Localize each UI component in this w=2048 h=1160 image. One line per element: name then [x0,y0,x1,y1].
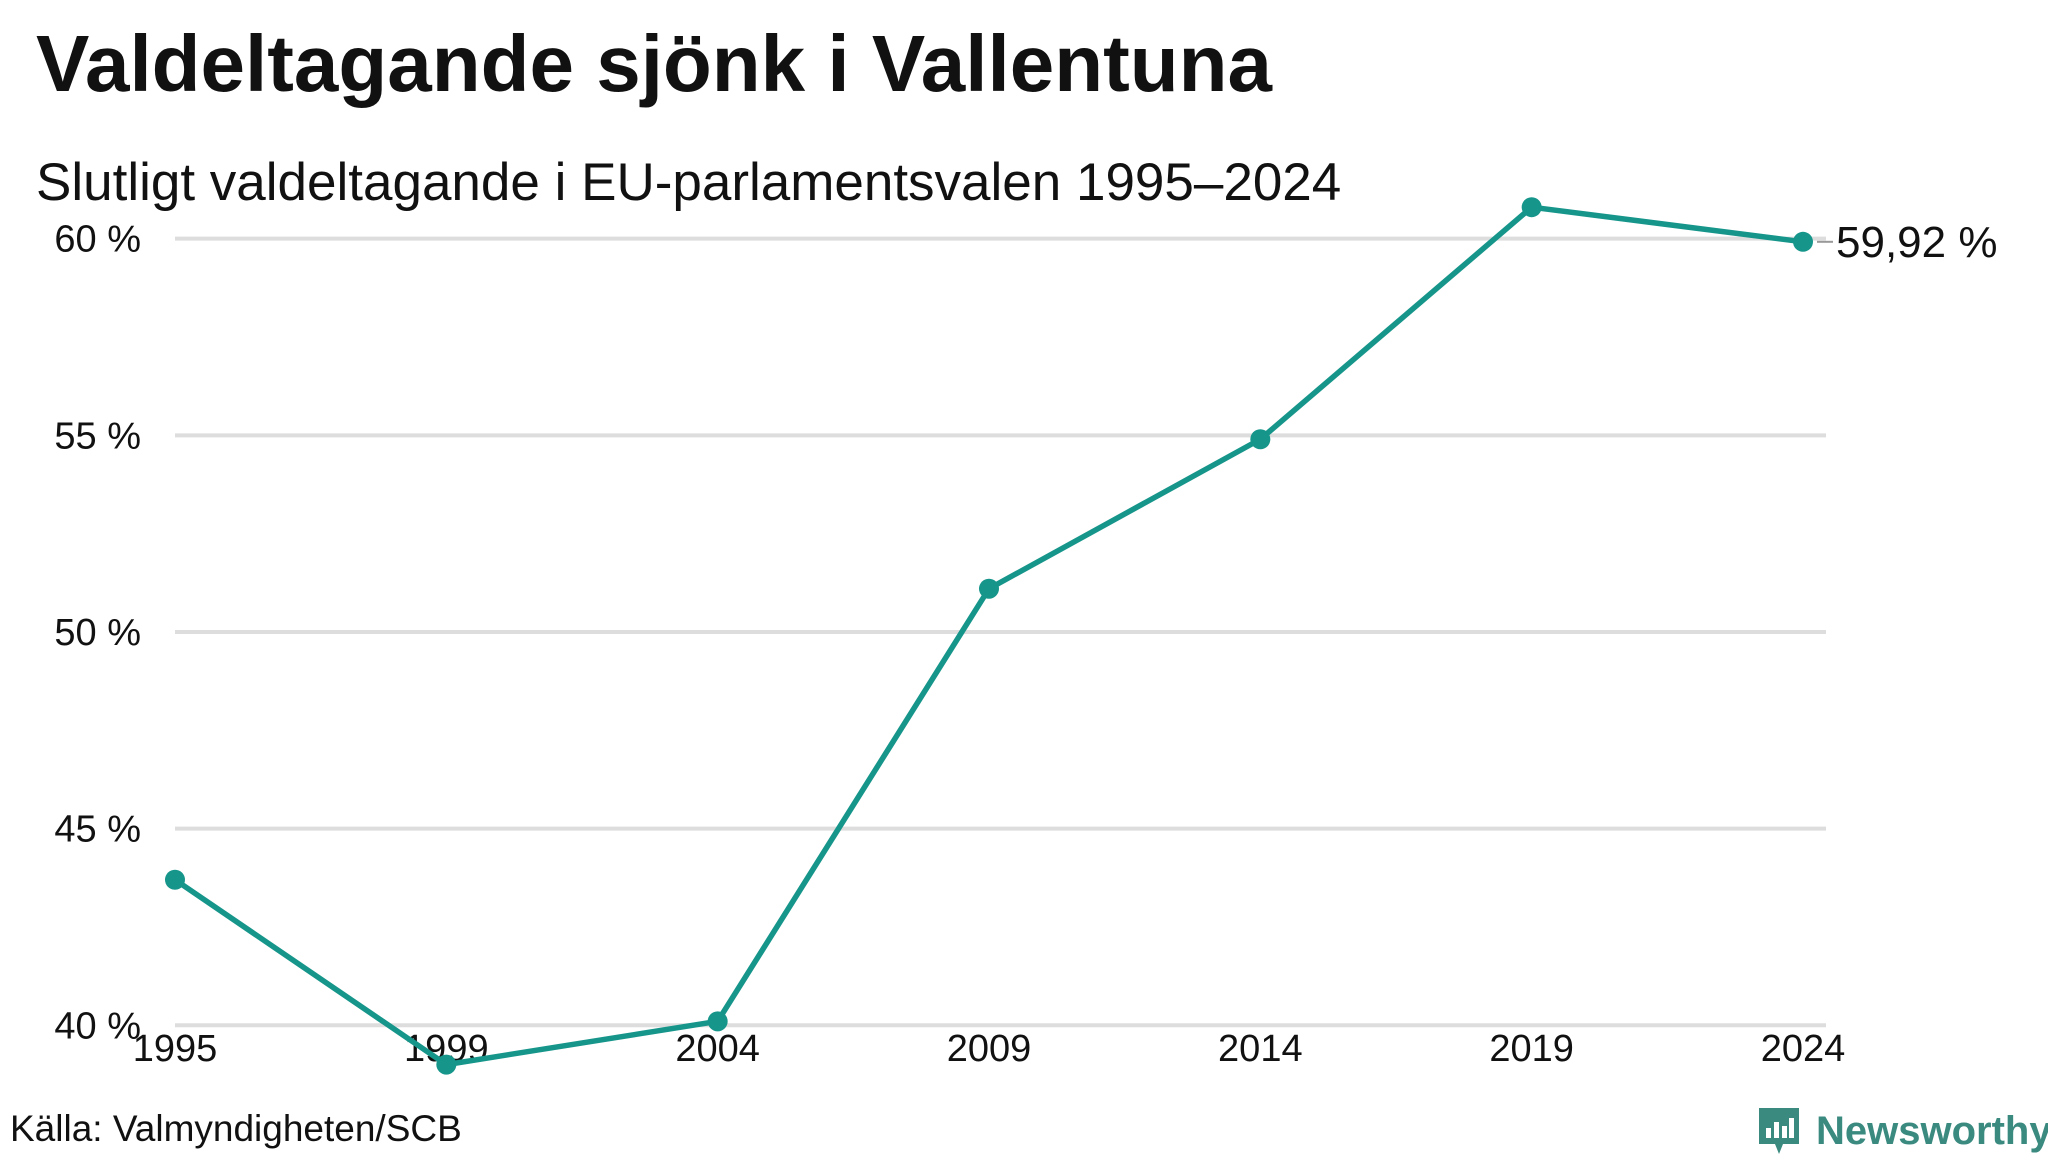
data-point-1999 [436,1054,457,1075]
end-value-label: 59,92 % [1836,218,1997,267]
data-point-1995 [165,869,185,890]
y-tick-label: 60 % [54,219,141,261]
y-tick-label: 45 % [54,809,141,851]
x-tick-label: 2024 [1761,1028,1846,1070]
x-tick-label: 2019 [1489,1028,1574,1070]
series-line [172,204,1806,1068]
data-point-2004 [707,1011,728,1032]
x-tick-label: 2014 [1218,1028,1303,1070]
end-label-layer: 59,92 % [1817,218,1997,267]
data-point-2009 [979,578,999,599]
series-layer [165,197,1813,1075]
data-point-2024 [1793,231,1813,252]
x-tick-label: 1995 [133,1028,218,1070]
data-point-2019 [1521,197,1542,218]
grid-lines [175,236,1826,1028]
newsworthy-logo: Newsworthy [1756,1102,2048,1160]
y-axis-ticks: 40 % 45 % 50 % 55 % 60 % [54,219,141,1048]
x-tick-label: 2004 [675,1028,760,1070]
chart-title: Valdeltagande sjönk i Vallentuna [36,19,1272,108]
data-point-2014 [1250,429,1271,450]
line-chart: 40 %45 %50 %55 %60 % 1995 1999 2004 2009 201… [54,197,1997,1075]
x-tick-label: 2009 [947,1028,1032,1070]
brand-name: Newsworthy [1816,1108,2048,1153]
y-tick-label: 50 % [54,612,141,654]
y-tick-label: 40 % [54,1005,141,1047]
y-tick-label: 55 % [54,415,141,457]
x-axis-ticks: 1995 1999 2004 2009 2014 2019 2024 [133,1028,1846,1070]
source-note: Källa: Valmyndigheten/SCB [10,1108,462,1149]
chart-subtitle: Slutligt valdeltagande i EU-parlamentsva… [36,153,1342,212]
newsworthy-logo-icon [1759,1108,1799,1154]
